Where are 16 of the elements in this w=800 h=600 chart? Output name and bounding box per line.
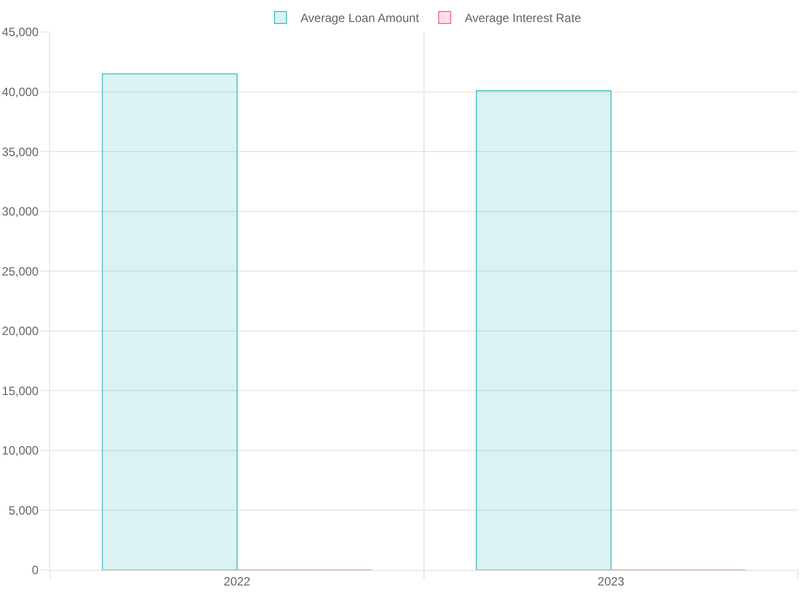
bar xyxy=(476,90,612,570)
x-tick-label: 2023 xyxy=(598,574,625,588)
legend-label: Average Loan Amount xyxy=(300,11,420,26)
x-tick-label: 2022 xyxy=(224,574,251,588)
y-tick-label: 30,000 xyxy=(2,204,39,219)
y-tick-label: 35,000 xyxy=(2,144,39,159)
y-tick-label: 10,000 xyxy=(2,444,39,458)
y-tick-label: 15,000 xyxy=(2,384,39,398)
legend-label: Average Interest Rate xyxy=(464,11,582,26)
y-tick-label: 25,000 xyxy=(2,264,39,278)
y-tick-label: 5,000 xyxy=(8,503,39,518)
y-tick-label: 40,000 xyxy=(2,84,39,99)
y-tick-label: 0 xyxy=(32,563,39,578)
bar xyxy=(102,73,238,570)
y-tick-label: 45,000 xyxy=(2,25,39,40)
y-tick-label: 20,000 xyxy=(2,324,39,338)
